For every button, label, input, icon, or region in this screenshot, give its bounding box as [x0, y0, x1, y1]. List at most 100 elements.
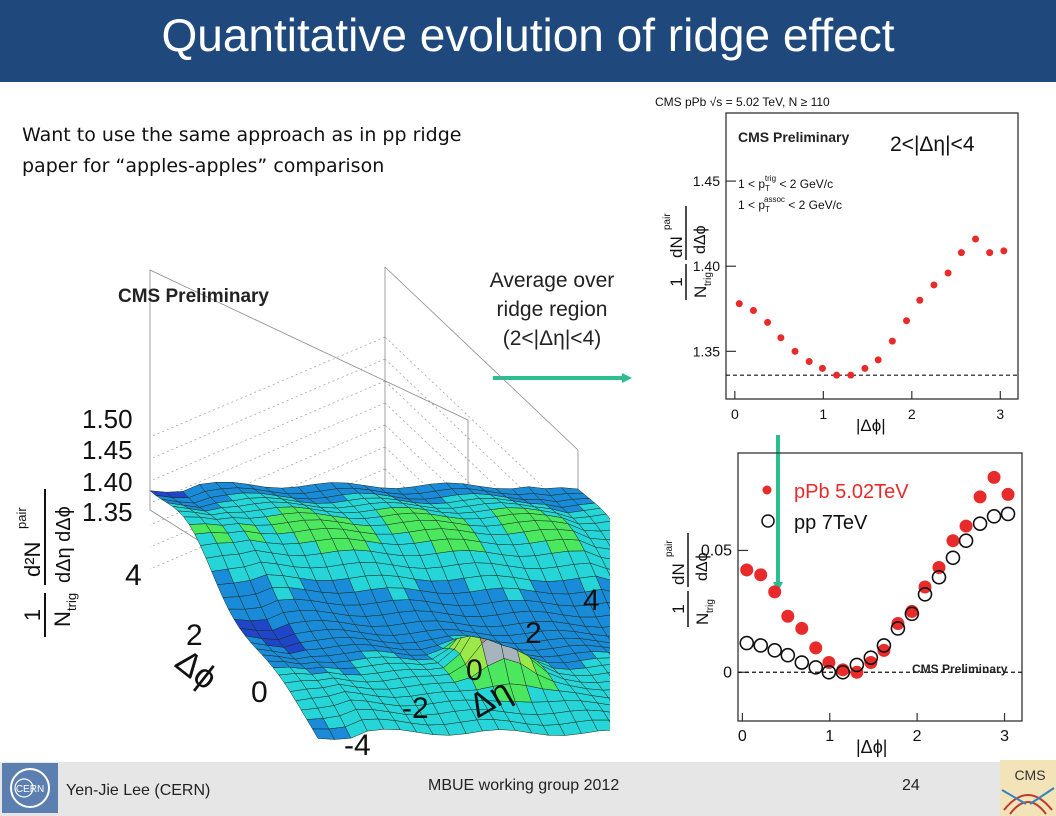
ridge-ylabel-pair: pair: [662, 213, 673, 230]
ridge-frame: [725, 112, 1019, 400]
cut-assoc-sup: assoc: [764, 195, 785, 204]
ridge-ppb-point: [903, 317, 911, 325]
surface-cell: [602, 689, 610, 699]
cmp-y-label: 1 N trig dN pair dΔϕ: [664, 533, 716, 627]
cmp-pp-point: [835, 664, 851, 680]
surface-cell: [595, 614, 610, 628]
ridge-ppb-point: [805, 358, 813, 366]
intro-line-1: Want to use the same approach as in pp r…: [22, 124, 462, 146]
cern-logo-ring: [10, 768, 50, 808]
cms-logo-tracks: [1003, 794, 1053, 815]
cmp-xtick-label: 0: [738, 728, 747, 745]
z-tick-1-50: 1.50: [82, 404, 133, 434]
cmp-ytick-label: 0.05: [701, 542, 732, 559]
cmp-pp-point: [739, 635, 755, 651]
cmp-ylabel-pair: pair: [664, 540, 675, 557]
cms-logo-text: CMS: [1014, 767, 1045, 783]
ridge-cut-trig: 1 < pTtrig < 2 GeV/c: [738, 174, 833, 193]
cmp-ppb-point: [740, 563, 754, 577]
ridge-ppb-point: [986, 249, 994, 257]
ridge-ppb-point: [1000, 247, 1008, 255]
cmp-pp-point: [972, 516, 988, 531]
cmp-points: [739, 470, 1016, 680]
ridge-ytick-label: 1.40: [693, 258, 720, 274]
surface-cell: [601, 626, 610, 637]
dphi-tick-2: 2: [186, 619, 203, 652]
ridge-ppb-point: [818, 364, 826, 372]
surface-cell: [607, 697, 610, 701]
ridge-points: [735, 235, 1008, 379]
cmp-ylabel-num: dN: [669, 563, 688, 585]
ridge-ppb-point: [847, 371, 855, 379]
ridge-header: CMS pPb √s = 5.02 TeV, N ≥ 110: [655, 95, 830, 109]
ridge-ppb-point: [972, 235, 980, 243]
cern-logo: CERN: [2, 763, 58, 813]
cmp-pp-point: [1000, 506, 1016, 522]
footer-author: Yen-Jie Lee (CERN): [66, 782, 211, 799]
ridge-y-label: 1 N trig dN pair dΔϕ: [662, 206, 714, 300]
z-label-trig-sub: trig: [64, 593, 79, 611]
cut-assoc-sub: T: [765, 205, 770, 214]
ridge-ppb-point: [791, 347, 799, 355]
surface-cell: [607, 672, 610, 677]
surface-left-gridline: [149, 358, 386, 460]
z-tick-1-35: 1.35: [82, 497, 133, 527]
ridge-xtick-label: 1: [819, 406, 827, 422]
slide-title: Quantitative evolution of ridge effect: [161, 9, 895, 61]
cmp-pp-point: [904, 606, 920, 622]
ridge-preliminary: CMS Preliminary: [738, 129, 849, 145]
deta-tick-2: 2: [525, 617, 542, 650]
cmp-xtick-label: 2: [913, 728, 922, 745]
cut-trig-b: < 2 GeV/c: [776, 177, 833, 191]
title-bar: [0, 0, 1056, 82]
surface-cell: [606, 635, 610, 640]
ridge-ppb-point: [888, 337, 896, 345]
surface-left-gridline: [149, 380, 386, 482]
surface-cell: [595, 546, 610, 560]
ridge-ylabel-ntrig: N: [691, 286, 710, 298]
cmp-ylabel-ntrig: N: [693, 613, 712, 625]
surface-left-gridline: [149, 336, 386, 438]
surface-cell: [560, 487, 585, 495]
ridge-projection-plot: CMS pPb √s = 5.02 TeV, N ≥ 110 0 1 2 3 1.35 1…: [655, 95, 1019, 435]
surface-cell: [606, 651, 610, 655]
cmp-ytick-label: 0: [723, 664, 732, 681]
cmp-ppb-point: [864, 656, 878, 670]
cmp-ppb-point: [946, 534, 960, 548]
cmp-preliminary: CMS Preliminary: [912, 662, 1008, 676]
surface-cell: [600, 557, 610, 570]
deta-tick-0: 0: [466, 654, 483, 687]
cmp-frame: [737, 452, 1023, 722]
surface-cell: [606, 568, 610, 577]
ridge-xtick-label: 3: [996, 406, 1004, 422]
z-label-num: d²N: [20, 542, 45, 577]
cmp-ppb-point: [1001, 487, 1015, 501]
average-note-line-2: ridge region: [496, 298, 608, 321]
cmp-ylabel-trig: trig: [705, 599, 716, 613]
cmp-ppb-point: [973, 490, 987, 504]
dphi-tick-4: 4: [125, 559, 142, 592]
cmp-pp-point: [917, 587, 933, 602]
surface-cell: [596, 680, 610, 691]
cmp-ppb-point: [918, 580, 932, 594]
ridge-ppb-point: [777, 334, 785, 342]
cmp-ppb-point: [795, 621, 809, 635]
deta-tick-minus-2: -2: [402, 692, 429, 725]
surface-cell: [596, 657, 610, 666]
cmp-pp-point: [958, 533, 974, 549]
deta-tick-minus-4: -4: [344, 729, 371, 762]
legend-label-pp: pp 7TeV: [794, 512, 868, 534]
cmp-pp-point: [808, 660, 824, 675]
cmp-ppb-point: [891, 617, 905, 631]
ridge-ppb-point: [930, 281, 938, 289]
average-note-line-3: (2<|Δη|<4): [502, 327, 602, 350]
surface-z-axis-label: 1 N trig d²N pair dΔη dΔϕ: [14, 489, 79, 637]
intro-line-2: paper for “apples-apples” comparison: [22, 155, 385, 177]
surface-plot: CMS Preliminary 1 N trig d²N pair dΔη dΔ…: [14, 266, 610, 762]
intro-text: Want to use the same approach as in pp r…: [22, 120, 542, 182]
cmp-ppb-point: [987, 470, 1001, 484]
ridge-ylabel-trig: trig: [703, 272, 714, 286]
surface-cell: [601, 646, 610, 653]
cmp-ppb-point: [959, 519, 973, 533]
dphi-tick-0: 0: [251, 676, 268, 709]
